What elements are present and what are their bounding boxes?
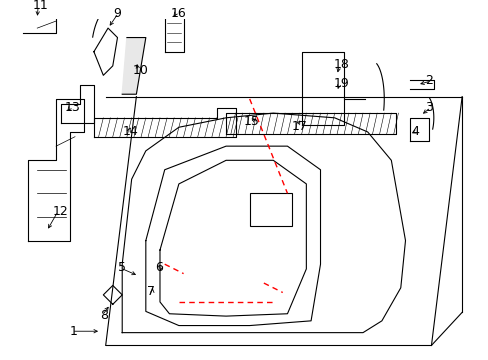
Text: 12: 12 (52, 205, 68, 218)
Text: 11: 11 (32, 0, 48, 12)
Text: 2: 2 (425, 75, 432, 87)
Text: 7: 7 (146, 285, 154, 298)
Text: 19: 19 (333, 77, 349, 90)
Text: 17: 17 (291, 120, 306, 133)
Bar (249, 193, 292, 226)
Text: 15: 15 (244, 115, 259, 128)
Text: 4: 4 (410, 125, 418, 138)
Text: 16: 16 (170, 6, 186, 19)
Text: 5: 5 (118, 261, 126, 274)
Text: 13: 13 (64, 101, 80, 114)
Text: 3: 3 (425, 101, 432, 114)
Text: 6: 6 (155, 261, 163, 274)
Text: 10: 10 (132, 64, 148, 77)
Text: 8: 8 (100, 309, 108, 322)
Polygon shape (122, 37, 145, 94)
Text: 1: 1 (69, 325, 77, 338)
Text: 18: 18 (333, 58, 349, 71)
Text: 9: 9 (113, 6, 121, 19)
Text: 14: 14 (123, 125, 139, 138)
